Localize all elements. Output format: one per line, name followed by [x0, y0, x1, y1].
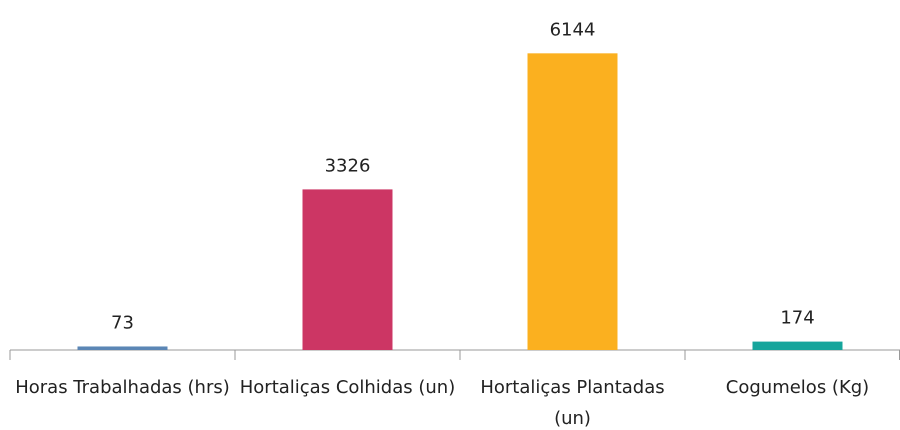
bar	[302, 189, 393, 350]
x-tick-label: Hortaliças Colhidas (un)	[239, 377, 456, 398]
data-label: 174	[780, 308, 814, 329]
x-tick-label: Hortaliças Plantadas (un)	[480, 377, 665, 429]
x-tick-label: Horas Trabalhadas (hrs)	[15, 377, 230, 398]
data-label: 6144	[550, 19, 596, 40]
bar	[77, 346, 168, 350]
bar	[527, 53, 618, 350]
data-label: 73	[111, 312, 134, 333]
data-label: 3326	[325, 155, 371, 176]
bar	[752, 341, 843, 350]
x-tick-label: Cogumelos (Kg)	[725, 377, 870, 398]
